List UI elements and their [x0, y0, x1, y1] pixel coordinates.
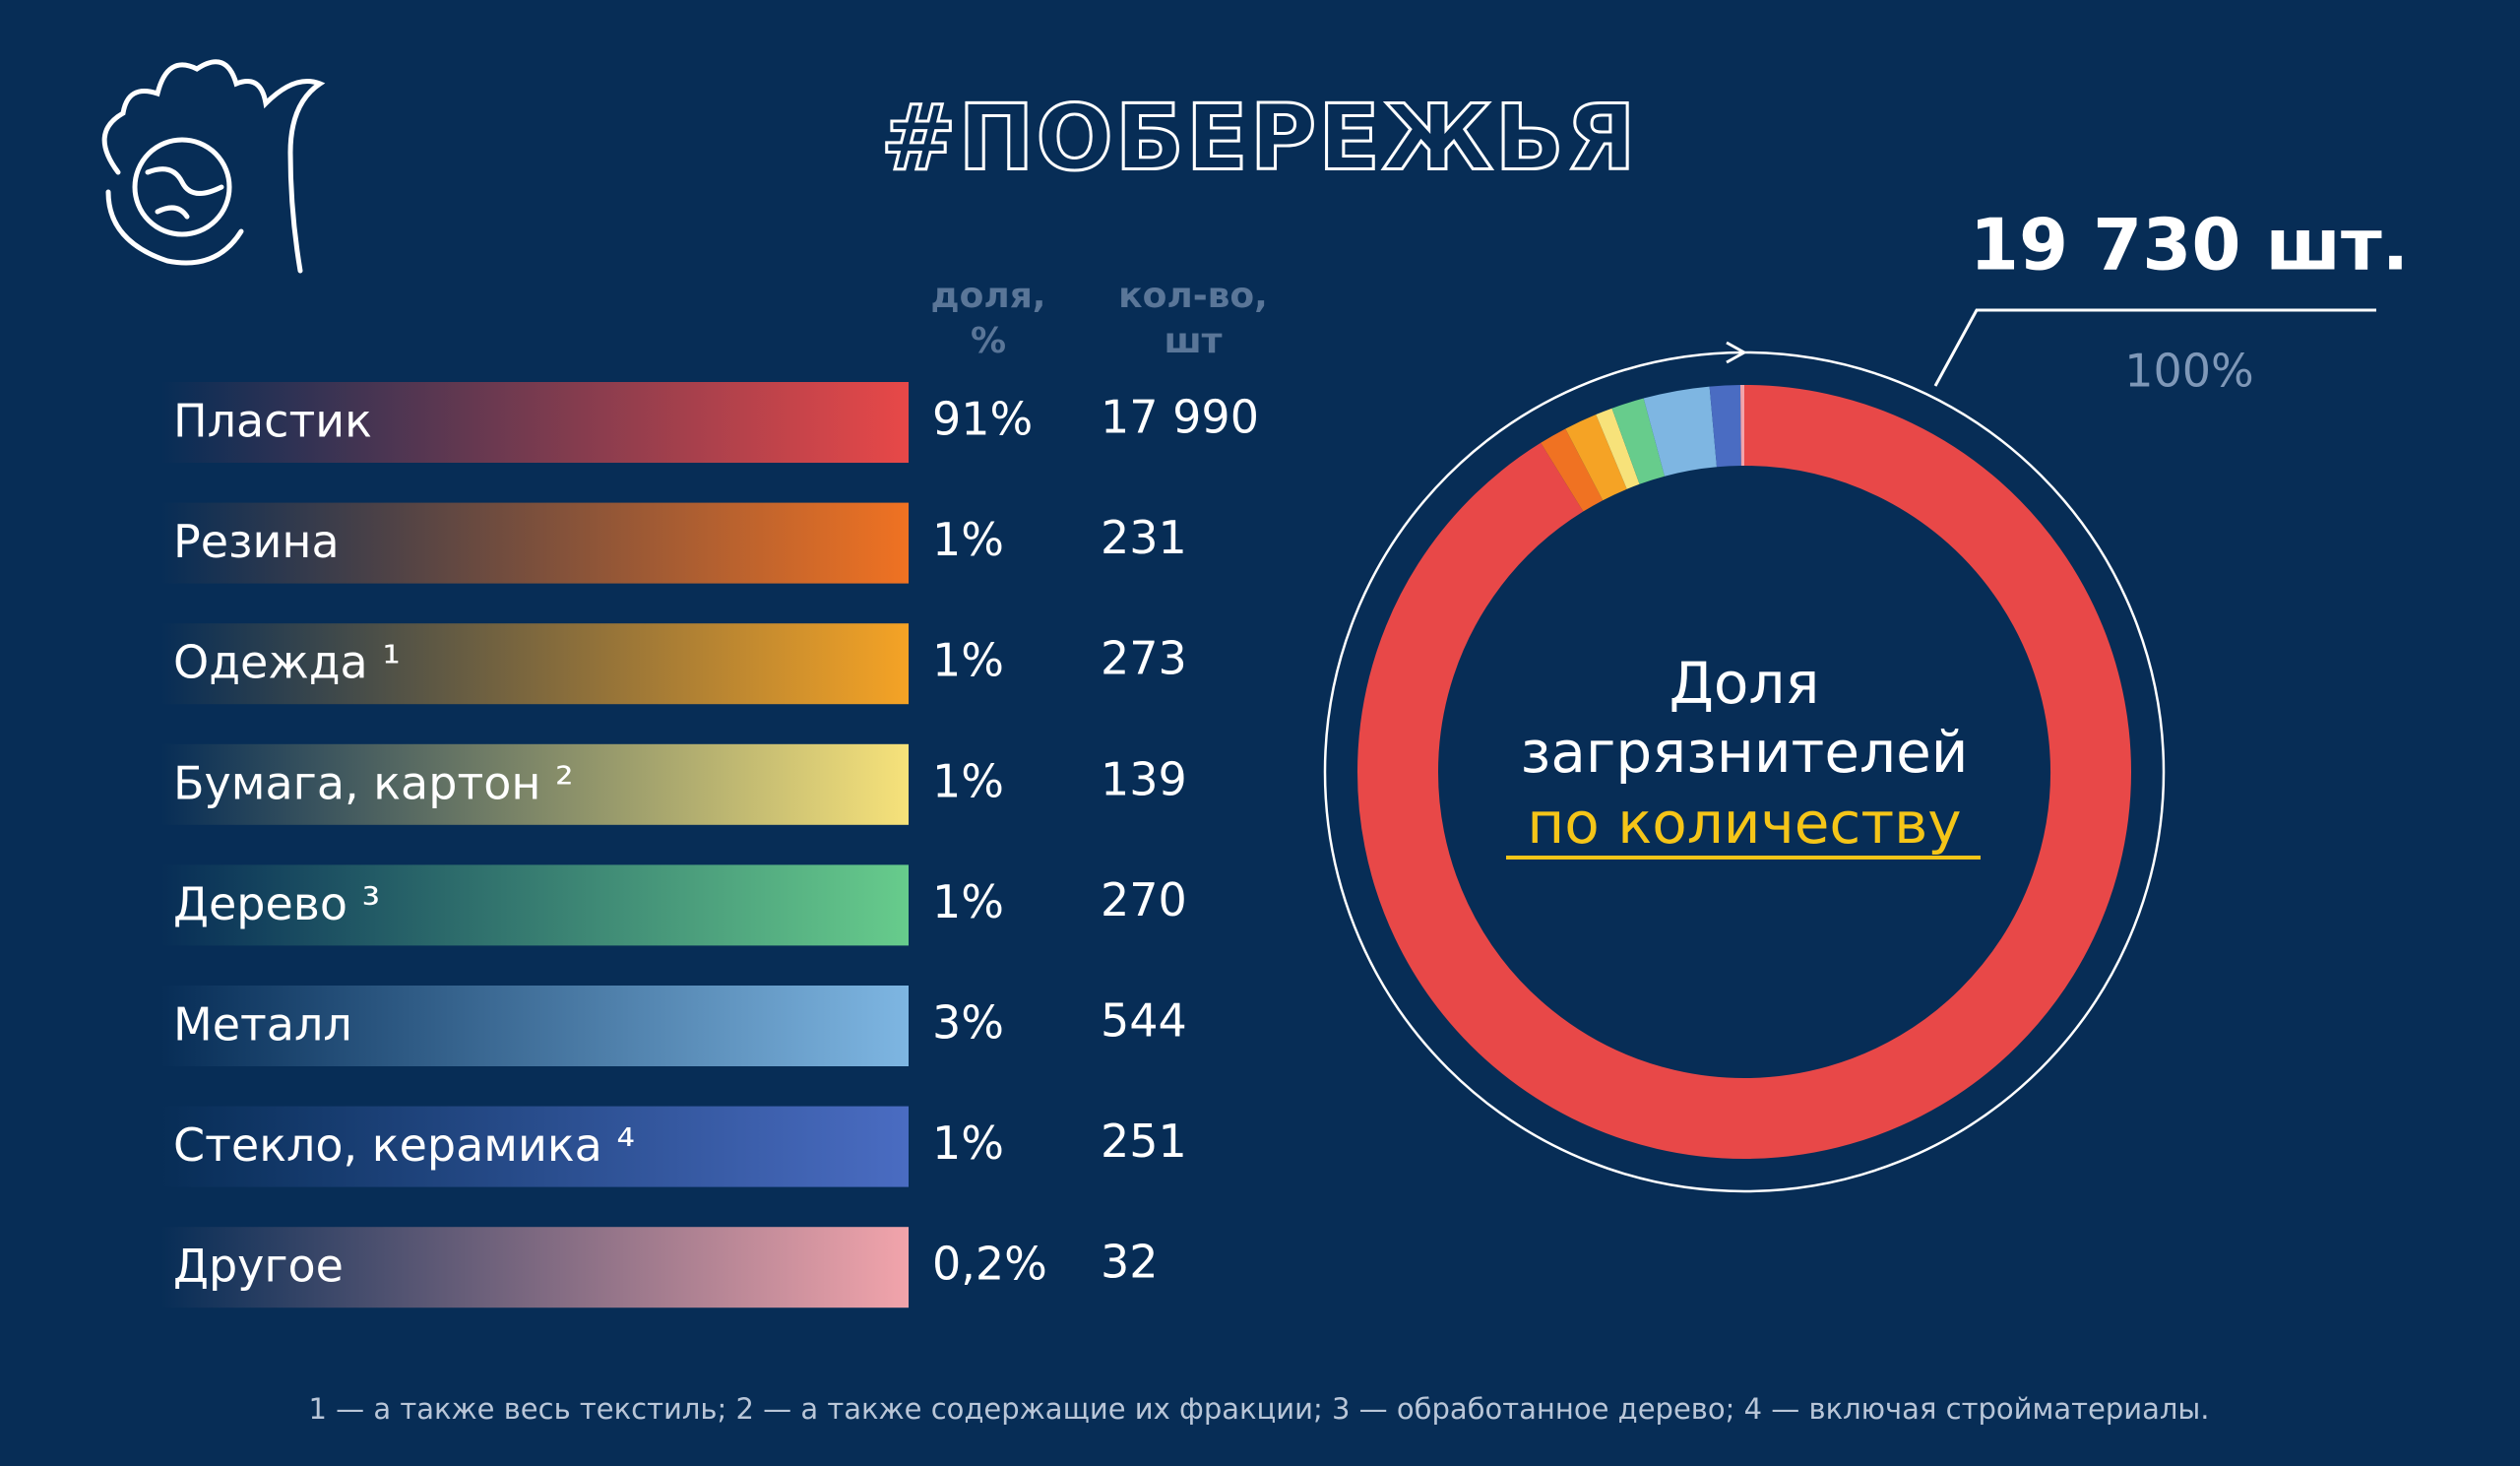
- footnote: 1 — а также весь текстиль; 2 — а также с…: [308, 1392, 2209, 1426]
- title: #ПОБЕРЕЖЬЯ: [880, 85, 1637, 190]
- callout-line: [1933, 308, 2376, 387]
- donut-segment: [1611, 398, 1666, 484]
- count-label: 231: [1101, 511, 1187, 564]
- share-label: 3%: [932, 996, 1004, 1050]
- count-label: 544: [1101, 994, 1187, 1048]
- category-bar: [160, 382, 909, 463]
- category-label: Бумага, картон ²: [173, 756, 574, 809]
- share-label: 1%: [932, 1116, 1004, 1170]
- category-label: Стекло, керамика ⁴: [173, 1118, 635, 1172]
- column-header: доля,%: [931, 276, 1046, 361]
- category-bar: [160, 502, 909, 584]
- share-label: 1%: [932, 875, 1004, 928]
- category-label: Одежда ¹: [173, 636, 401, 689]
- count-label: 251: [1101, 1115, 1187, 1168]
- category-bar: [160, 743, 909, 825]
- donut-segment: [1596, 408, 1640, 489]
- category-label: Другое: [173, 1240, 344, 1293]
- category-label: Пластик: [173, 395, 372, 448]
- category-label: Резина: [173, 515, 340, 568]
- count-label: 270: [1101, 873, 1187, 926]
- total-share: 100%: [2124, 345, 2254, 398]
- share-label: 1%: [932, 634, 1004, 687]
- category-bar: [160, 864, 909, 946]
- count-label: 139: [1101, 752, 1187, 805]
- donut-segment: [1643, 386, 1718, 477]
- center-text: загрязнителей: [1521, 719, 1969, 786]
- share-label: 1%: [932, 754, 1004, 807]
- category-label: Дерево ³: [173, 877, 380, 930]
- count-label: 17 990: [1101, 391, 1259, 444]
- donut-segment: [1357, 385, 2131, 1159]
- count-label: 273: [1101, 632, 1187, 685]
- column-header: кол-во, шт: [1118, 276, 1268, 361]
- center-highlight: по количеству: [1527, 790, 1961, 857]
- share-label: 1%: [932, 513, 1004, 566]
- ring-arrow: [1726, 341, 1745, 364]
- category-bar: [160, 986, 909, 1066]
- category-bar: [160, 1227, 909, 1308]
- center-text: Доля: [1670, 650, 1820, 717]
- share-label: 0,2%: [932, 1238, 1047, 1291]
- share-label: 91%: [932, 393, 1033, 446]
- total-label: 19 730 шт.: [1970, 204, 2409, 287]
- donut-segment: [1541, 428, 1604, 512]
- donut-segment: [1709, 385, 1742, 468]
- category-bar: [160, 623, 909, 705]
- donut-segment: [1565, 414, 1628, 501]
- count-label: 32: [1101, 1236, 1159, 1289]
- category-bar: [160, 1106, 909, 1187]
- category-label: Металл: [173, 998, 352, 1052]
- logo: [101, 59, 326, 274]
